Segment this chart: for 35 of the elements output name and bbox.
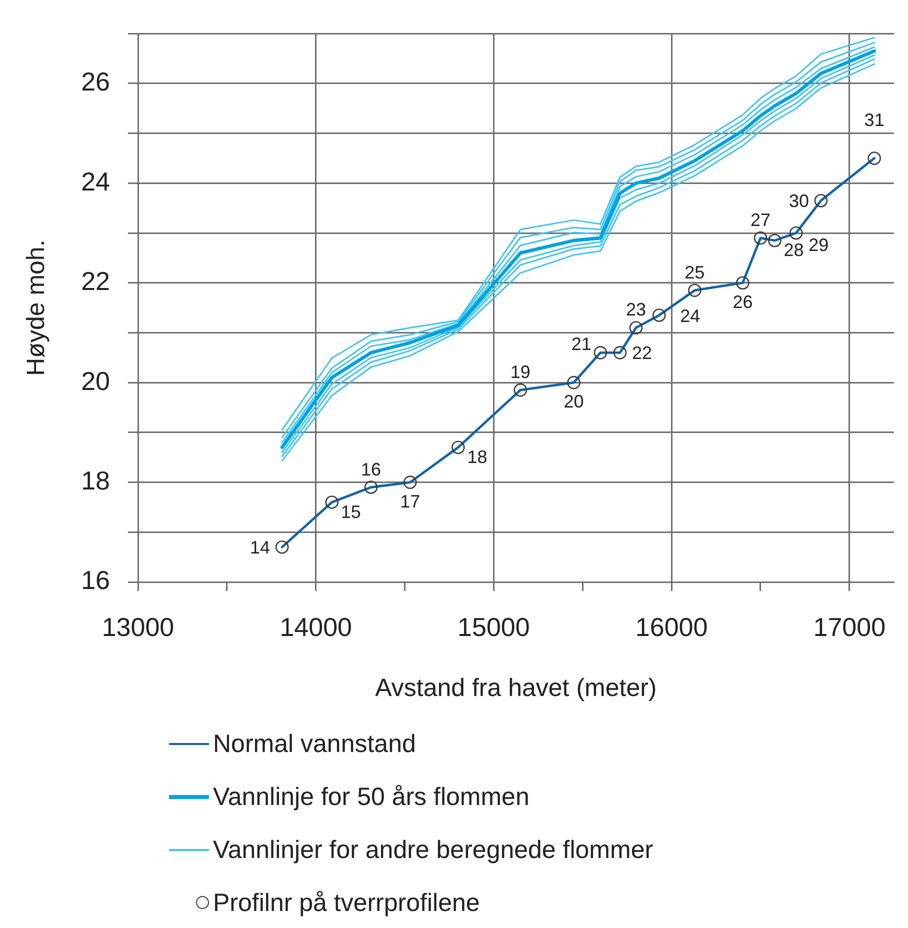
annotation: 22 — [632, 343, 652, 364]
y-tick-label: 18 — [81, 465, 110, 496]
annotation: 21 — [571, 334, 592, 354]
annotation: 17 — [400, 491, 420, 512]
y-tick-label: 20 — [81, 366, 110, 396]
legend-label: Vannlinje for 50 års flommen — [213, 782, 530, 813]
x-tick-label: 17000 — [813, 612, 886, 642]
x-tick-label: 14000 — [280, 612, 352, 642]
x-tick-label: 15000 — [458, 612, 530, 642]
y-axis-title: Høyde moh. — [22, 240, 50, 376]
annotation: 25 — [684, 262, 705, 282]
y-tick-label: 26 — [81, 66, 110, 97]
x-tick-label: 16000 — [635, 612, 708, 642]
annotation: 18 — [467, 447, 488, 468]
legend-label: Profilnr på tverrprofilene — [213, 888, 480, 919]
x-tick-label: 13000 — [102, 612, 174, 642]
annotation: 28 — [784, 240, 804, 260]
legend-label: Vannlinjer for andre beregnede flommer — [213, 835, 654, 866]
annotation: 29 — [808, 234, 829, 255]
annotation: 15 — [340, 502, 361, 522]
y-tick-label: 22 — [81, 266, 110, 296]
y-tick-label: 16 — [81, 565, 110, 596]
annotation: 31 — [864, 110, 884, 130]
annotation: 19 — [510, 362, 530, 382]
annotation: 24 — [680, 306, 700, 326]
annotation: 14 — [250, 538, 270, 558]
annotation: 30 — [788, 191, 809, 212]
annotation: 20 — [564, 392, 584, 412]
annotation: 23 — [626, 300, 646, 320]
annotation: 26 — [732, 292, 753, 312]
x-axis-title: Avstand fra havet (meter) — [375, 674, 657, 702]
legend-label: Normal vannstand — [213, 729, 416, 760]
annotation: 16 — [360, 459, 382, 480]
y-tick-label: 24 — [81, 166, 110, 196]
annotation: 27 — [750, 210, 771, 230]
